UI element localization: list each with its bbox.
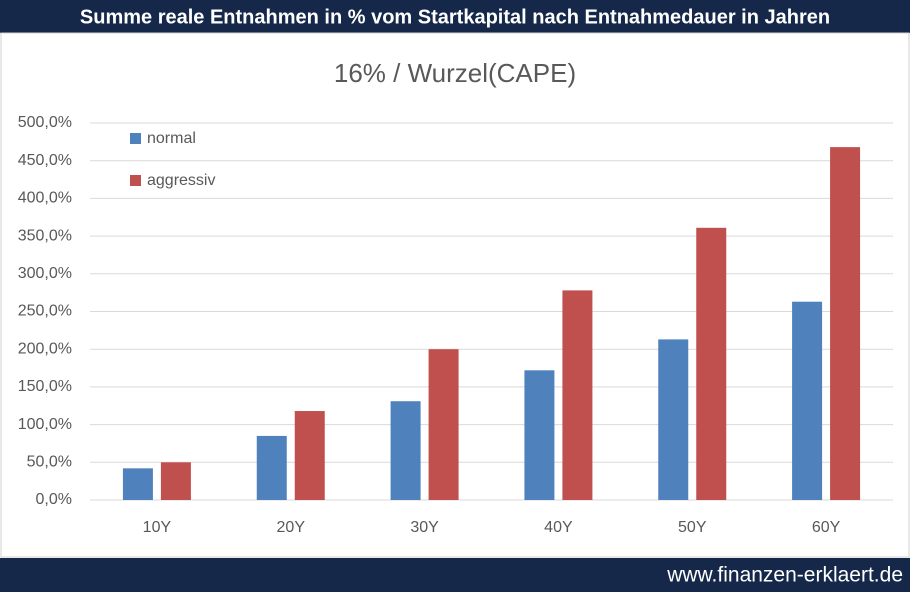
bar <box>160 462 191 500</box>
y-tick-label: 50,0% <box>27 454 72 471</box>
bar <box>696 227 727 500</box>
x-tick-label: 40Y <box>544 519 573 536</box>
bar <box>256 435 287 500</box>
header-title: Summe reale Entnahmen in % vom Startkapi… <box>80 6 830 28</box>
footer-text: www.finanzen-erklaert.de <box>666 564 903 587</box>
x-tick-label: 50Y <box>678 519 707 536</box>
y-tick-label: 0,0% <box>36 491 72 508</box>
bar <box>428 349 459 500</box>
y-tick-label: 150,0% <box>18 378 72 395</box>
bar <box>562 290 593 500</box>
header-bar <box>0 0 910 33</box>
legend-label: aggressiv <box>147 172 215 189</box>
y-tick-label: 250,0% <box>18 303 72 320</box>
bar <box>830 147 861 501</box>
bar <box>294 411 325 500</box>
footer-bar <box>0 558 910 592</box>
x-tick-label: 20Y <box>277 519 306 536</box>
y-tick-label: 100,0% <box>18 416 72 433</box>
y-tick-label: 450,0% <box>18 152 72 169</box>
chart-border <box>0 32 910 558</box>
bar <box>390 401 421 500</box>
legend-label: normal <box>147 130 196 147</box>
y-tick-label: 200,0% <box>18 340 72 357</box>
y-tick-label: 350,0% <box>18 227 72 244</box>
bar <box>658 339 689 500</box>
bar <box>122 468 153 500</box>
chart-title: 16% / Wurzel(CAPE) <box>334 58 576 88</box>
x-tick-label: 30Y <box>410 519 439 536</box>
bar <box>524 370 555 500</box>
x-tick-label: 60Y <box>812 519 841 536</box>
x-tick-label: 10Y <box>143 519 172 536</box>
legend-swatch <box>130 175 141 186</box>
y-tick-label: 500,0% <box>18 114 72 131</box>
y-tick-label: 300,0% <box>18 265 72 282</box>
y-tick-label: 400,0% <box>18 190 72 207</box>
legend-swatch <box>130 133 141 144</box>
bar <box>792 301 823 500</box>
